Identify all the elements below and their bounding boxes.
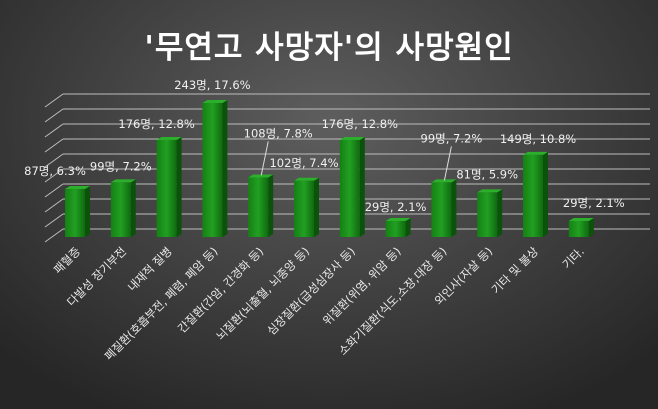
bar-side <box>497 189 503 237</box>
bar-side <box>588 218 594 237</box>
data-label: 29명, 2.1% <box>563 196 625 210</box>
bar <box>568 221 589 237</box>
data-label: 99명, 7.2% <box>421 131 483 145</box>
data-label: 29명, 2.1% <box>365 200 427 214</box>
gridline-side <box>44 183 64 198</box>
category-label: 간질환(간암, 간경화 등) <box>175 244 266 335</box>
data-label: 149명, 10.8% <box>500 132 576 146</box>
data-label: 87명, 6.3% <box>24 164 86 178</box>
gridline-side <box>44 153 64 168</box>
data-label: 176명, 12.8% <box>118 117 194 131</box>
data-label: 102명, 7.4% <box>269 156 338 170</box>
bar-side <box>543 151 548 237</box>
chart-title: '무연고 사망자'의 사망원인 <box>144 30 514 66</box>
data-label: 243명, 17.6% <box>174 78 250 92</box>
gridline-side <box>44 108 64 123</box>
gridline-side <box>44 168 64 183</box>
bar-top <box>110 179 136 183</box>
gridline-side <box>44 213 64 228</box>
bar-top <box>477 189 503 193</box>
bar-top <box>202 100 228 103</box>
bar <box>477 192 498 237</box>
bar-top <box>523 151 548 155</box>
bar <box>523 154 543 237</box>
leader-line <box>260 141 269 176</box>
gridline-side <box>44 198 64 213</box>
category-label: 기타. <box>559 244 586 271</box>
category-label: 위질환(위염, 위암 등) <box>320 244 404 328</box>
bar <box>431 182 452 237</box>
bar-side <box>268 174 274 237</box>
gridline-side <box>44 138 64 153</box>
gridline-side <box>44 123 64 138</box>
bar-top <box>385 218 411 222</box>
bar <box>385 221 406 237</box>
bar <box>110 182 131 237</box>
bar <box>202 103 223 237</box>
data-label: 176명, 12.8% <box>322 117 398 131</box>
bar-side <box>176 136 182 237</box>
bar-top <box>156 136 182 140</box>
category-label: 기타 및 불상 <box>489 244 542 297</box>
category-label: 패혈증 <box>51 244 83 276</box>
gridline-side <box>44 93 64 108</box>
data-label: 81명, 5.9% <box>456 167 518 181</box>
bar-side <box>85 186 90 237</box>
bar-top <box>568 218 594 222</box>
bar-side <box>222 100 228 237</box>
bar-top <box>248 174 274 178</box>
data-label: 108명, 7.8% <box>244 126 313 140</box>
bar-top <box>339 136 365 140</box>
bar <box>156 139 177 237</box>
bar-side <box>451 179 457 237</box>
bar <box>339 139 360 237</box>
bar-top <box>65 186 90 190</box>
bar-side <box>130 179 136 237</box>
gridline-side <box>44 228 64 243</box>
bar-side <box>405 218 411 237</box>
bar-side <box>359 136 365 237</box>
leader-line <box>443 146 452 181</box>
bar-side <box>314 177 319 237</box>
bar <box>65 189 85 237</box>
bar <box>248 177 269 237</box>
data-label: 99명, 7.2% <box>90 159 152 173</box>
category-label: 심장질환(급성심장사 등) <box>264 244 358 338</box>
bar <box>294 180 314 237</box>
bar-top <box>294 177 319 181</box>
bar-top <box>431 179 457 183</box>
